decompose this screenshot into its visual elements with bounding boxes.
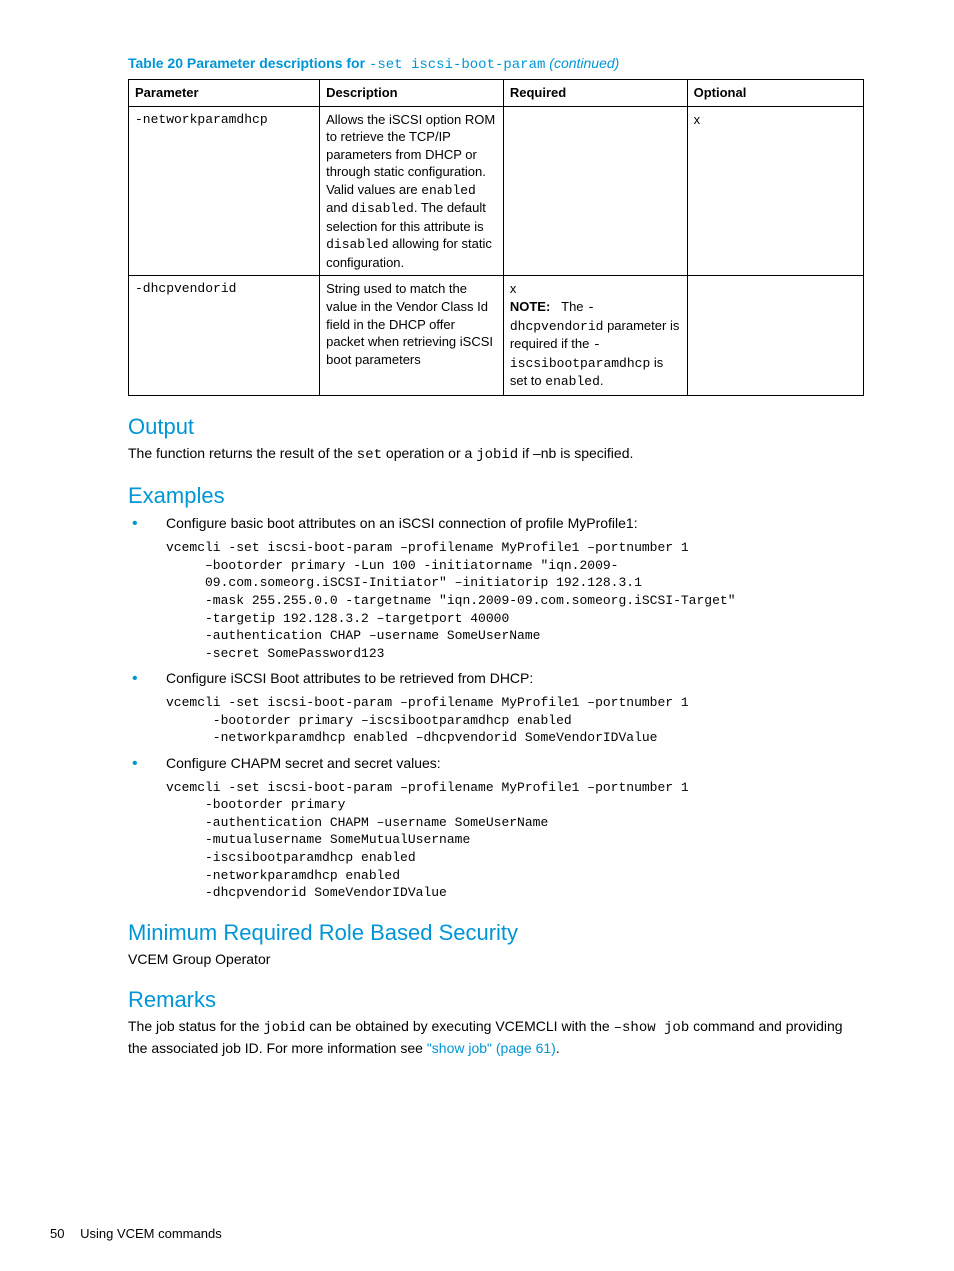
table-caption: Table 20 Parameter descriptions for -set… (128, 55, 864, 73)
list-item: Configure basic boot attributes on an iS… (128, 515, 864, 531)
examples-list: Configure iSCSI Boot attributes to be re… (128, 670, 864, 686)
desc-code: enabled (421, 183, 476, 198)
parameter-table: Parameter Description Required Optional … (128, 79, 864, 396)
table-row: -dhcpvendorid String used to match the v… (129, 276, 864, 395)
req-x: x (510, 281, 517, 296)
list-item: Configure iSCSI Boot attributes to be re… (128, 670, 864, 686)
table-row: -networkparamdhcp Allows the iSCSI optio… (129, 106, 864, 276)
th-optional: Optional (687, 80, 863, 107)
cell-param: -networkparamdhcp (129, 106, 320, 276)
out-code: jobid (476, 447, 518, 463)
example-intro: Configure basic boot attributes on an iS… (166, 515, 638, 531)
caption-code: -set iscsi-boot-param (369, 57, 545, 73)
out-code: set (357, 447, 382, 463)
rem-text: . (556, 1040, 560, 1056)
code-block: vcemcli -set iscsi-boot-param –profilena… (166, 539, 864, 662)
security-text: VCEM Group Operator (128, 950, 864, 970)
code-block: vcemcli -set iscsi-boot-param –profilena… (166, 694, 864, 747)
list-item: Configure CHAPM secret and secret values… (128, 755, 864, 771)
example-intro: Configure iSCSI Boot attributes to be re… (166, 670, 533, 686)
cell-required (503, 106, 687, 276)
rem-code: jobid (263, 1020, 305, 1036)
footer-section: Using VCEM commands (80, 1226, 222, 1241)
out-text: The function returns the result of the (128, 445, 357, 461)
rem-code: –show job (614, 1020, 690, 1036)
caption-suffix: (continued) (545, 55, 619, 71)
table-header-row: Parameter Description Required Optional (129, 80, 864, 107)
cell-desc: Allows the iSCSI option ROM to retrieve … (320, 106, 504, 276)
cell-desc: String used to match the value in the Ve… (320, 276, 504, 395)
cell-required: x NOTE: The -dhcpvendorid parameter is r… (503, 276, 687, 395)
out-text: if –nb is specified. (518, 445, 633, 461)
page-footer: 50 Using VCEM commands (50, 1226, 222, 1241)
note-text: . (600, 373, 604, 388)
th-parameter: Parameter (129, 80, 320, 107)
remarks-text: The job status for the jobid can be obta… (128, 1017, 864, 1058)
desc-code: disabled (351, 201, 413, 216)
note-text: The (561, 299, 587, 314)
examples-list: Configure CHAPM secret and secret values… (128, 755, 864, 771)
caption-prefix: Table 20 Parameter descriptions for (128, 55, 369, 71)
remarks-heading: Remarks (128, 987, 864, 1013)
th-description: Description (320, 80, 504, 107)
rem-text: can be obtained by executing VCEMCLI wit… (305, 1018, 613, 1034)
examples-list: Configure basic boot attributes on an iS… (128, 515, 864, 531)
output-heading: Output (128, 414, 864, 440)
output-text: The function returns the result of the s… (128, 444, 864, 466)
cell-param: -dhcpvendorid (129, 276, 320, 395)
cell-optional: x (687, 106, 863, 276)
show-job-link[interactable]: "show job" (page 61) (427, 1040, 556, 1056)
cell-optional (687, 276, 863, 395)
page-number: 50 (50, 1226, 64, 1241)
example-intro: Configure CHAPM secret and secret values… (166, 755, 441, 771)
security-heading: Minimum Required Role Based Security (128, 920, 864, 946)
out-text: operation or a (382, 445, 476, 461)
desc-text: and (326, 200, 351, 215)
note-code: enabled (545, 374, 600, 389)
th-required: Required (503, 80, 687, 107)
rem-text: The job status for the (128, 1018, 263, 1034)
code-block: vcemcli -set iscsi-boot-param –profilena… (166, 779, 864, 902)
desc-code: disabled (326, 237, 388, 252)
examples-heading: Examples (128, 483, 864, 509)
note-label: NOTE: (510, 299, 550, 314)
